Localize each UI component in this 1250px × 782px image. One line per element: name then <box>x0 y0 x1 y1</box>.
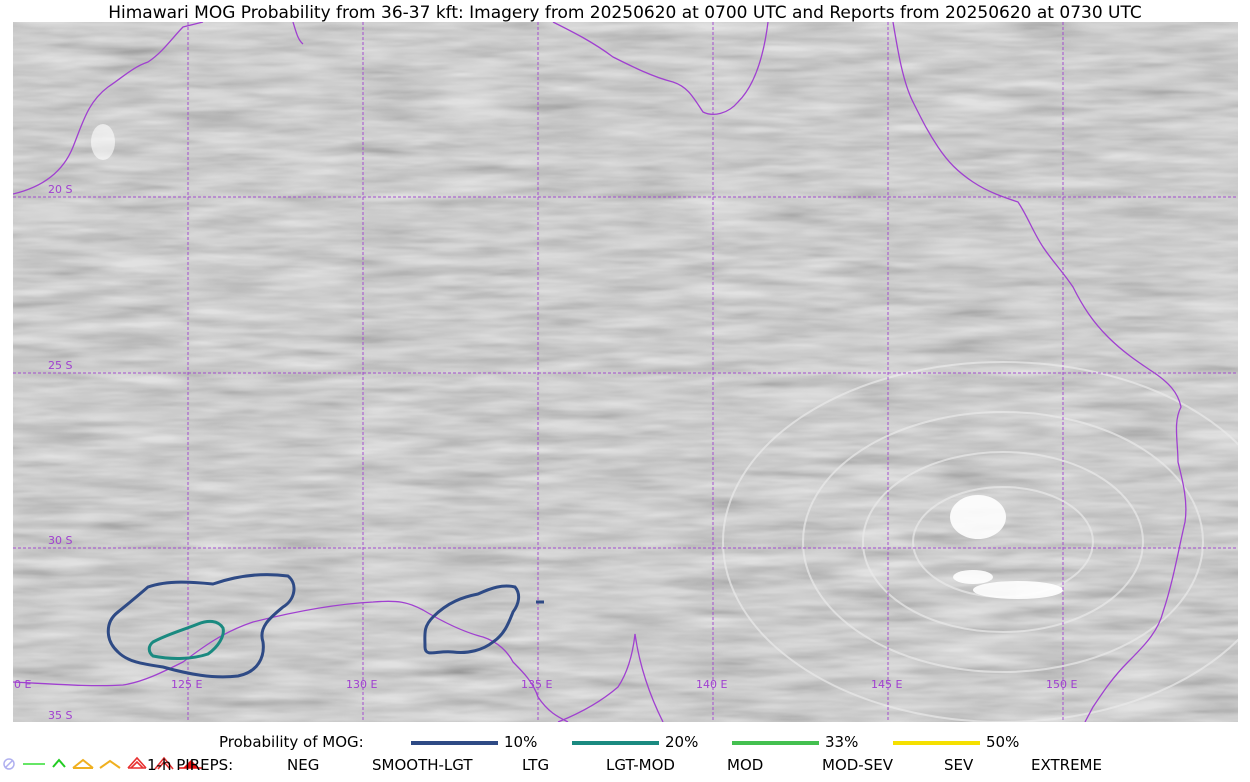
lon-label: 120 E <box>13 678 31 691</box>
contour-20-percent <box>147 619 225 660</box>
satellite-map[interactable]: 20 S 25 S 30 S 35 S 120 E 125 E 130 E 13… <box>13 22 1238 722</box>
pirep-label-ltg: LTG <box>522 756 550 774</box>
ltg-icon <box>51 758 66 768</box>
mod-icon <box>99 759 121 769</box>
lat-label: 20 S <box>48 183 72 196</box>
pirep-label-neg: NEG <box>287 756 320 774</box>
imagery-texture <box>13 22 1238 722</box>
legend-label-20: 20% <box>665 733 699 751</box>
probability-legend: Probability of MOG: 10% 20% 33% 50% <box>0 732 1250 754</box>
extreme-icon <box>179 760 204 769</box>
lat-label: 35 S <box>48 709 72 722</box>
legend-label-10: 10% <box>504 733 538 751</box>
storm-cloud <box>950 495 1063 599</box>
pirep-label-sev: SEV <box>944 756 974 774</box>
gridlines <box>13 22 1238 722</box>
map-title: Himawari MOG Probability from 36-37 kft:… <box>108 3 1142 23</box>
probability-legend-title: Probability of MOG: <box>219 733 364 751</box>
pirep-label-extreme: EXTREME <box>1031 756 1102 774</box>
cloud-streak <box>91 124 115 160</box>
legend-label-33: 33% <box>825 733 859 751</box>
lat-label: 25 S <box>48 359 72 372</box>
storm-swirl <box>722 361 1238 722</box>
lon-label: 140 E <box>696 678 727 691</box>
legend-label-50: 50% <box>986 733 1020 751</box>
lat-label: 30 S <box>48 534 72 547</box>
legend-swatch-33 <box>732 741 819 745</box>
lon-label: 125 E <box>171 678 202 691</box>
smooth-lgt-icon <box>22 763 45 765</box>
sev-icon <box>154 756 174 770</box>
mod-sev-icon <box>127 756 147 769</box>
pirep-label-smooth-lgt: SMOOTH-LGT <box>372 756 473 774</box>
lgt-mod-icon <box>72 758 94 769</box>
pirep-label-mod: MOD <box>727 756 764 774</box>
legend-swatch-20 <box>572 741 659 745</box>
pireps-legend-title: 1-h PIREPS: <box>147 756 234 774</box>
coastline <box>13 22 1187 722</box>
lon-label: 135 E <box>521 678 552 691</box>
legend-swatch-50 <box>893 741 980 745</box>
neg-icon <box>3 758 15 770</box>
pirep-label-lgt-mod: LGT-MOD <box>606 756 675 774</box>
lon-label: 130 E <box>346 678 377 691</box>
pirep-label-mod-sev: MOD-SEV <box>822 756 893 774</box>
lon-label: 145 E <box>871 678 902 691</box>
pireps-legend: 1-h PIREPS: NEG SMOOTH-LGT LTG LGT-MOD M… <box>0 755 1250 777</box>
contour-10-percent <box>106 573 544 679</box>
legend-swatch-10 <box>411 741 498 745</box>
lon-label: 150 E <box>1046 678 1077 691</box>
